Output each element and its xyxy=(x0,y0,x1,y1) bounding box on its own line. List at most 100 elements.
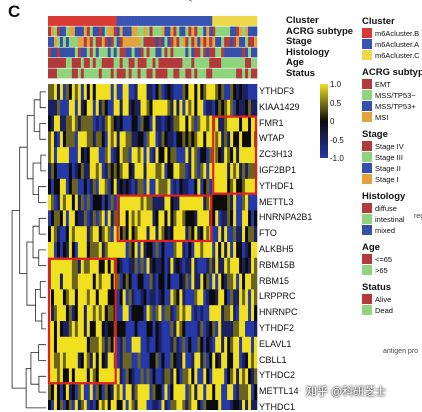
heatmap-cell xyxy=(140,84,144,101)
heatmap-cell xyxy=(251,352,255,369)
annotation-cell xyxy=(77,58,82,68)
heatmap-cell xyxy=(242,242,246,259)
heatmap-cell xyxy=(77,336,82,353)
heatmap-cell xyxy=(164,178,168,195)
annotation-cell xyxy=(110,16,114,26)
heatmap-cell xyxy=(176,384,180,401)
legend-swatch xyxy=(362,79,372,89)
heatmap-cell xyxy=(122,178,126,195)
heatmap-cell xyxy=(59,321,64,338)
heatmap-cell xyxy=(194,289,198,306)
heatmap-cell xyxy=(221,147,225,164)
heatmap-cell xyxy=(158,289,162,306)
annotation-cell xyxy=(86,37,91,47)
heatmap-cell xyxy=(80,84,85,101)
heatmap-cell xyxy=(137,368,141,385)
heatmap-cell xyxy=(179,305,183,322)
annotation-cell xyxy=(143,47,147,58)
heatmap-cell xyxy=(173,400,177,410)
heatmap-cell xyxy=(212,194,216,211)
heatmap-cell xyxy=(143,194,147,211)
heatmap-cell xyxy=(59,368,64,385)
heatmap-cell xyxy=(242,99,246,116)
heatmap-cell xyxy=(80,210,85,227)
heatmap-cell xyxy=(74,115,79,132)
gene-label: LRPPRC xyxy=(259,291,296,302)
heatmap-cell xyxy=(203,305,207,322)
heatmap-cell xyxy=(155,384,159,401)
heatmap-cell xyxy=(161,321,165,338)
annotation-cell xyxy=(191,58,195,68)
heatmap-cell xyxy=(137,384,141,401)
annotation-cell xyxy=(191,47,195,58)
annotation-cell xyxy=(128,68,132,79)
heatmap-cell xyxy=(128,400,132,410)
legend-label: MSI xyxy=(375,112,389,122)
heatmap-cell xyxy=(107,368,111,385)
heatmap-cell xyxy=(236,163,240,180)
annotation-cell xyxy=(113,58,117,68)
annotation-cell xyxy=(101,26,106,37)
annotation-cell xyxy=(170,58,174,68)
legend-title: Cluster xyxy=(362,16,395,27)
heatmap-cell xyxy=(236,368,240,385)
heatmap-cell xyxy=(191,352,195,369)
heatmap-cell xyxy=(131,163,135,180)
heatmap-cell xyxy=(164,273,168,290)
annotation-cell xyxy=(200,68,204,79)
heatmap-cell xyxy=(119,99,123,116)
heatmap-cell xyxy=(98,400,103,410)
heatmap-cell xyxy=(104,84,109,101)
heatmap-cell xyxy=(248,336,252,353)
heatmap-cell xyxy=(245,84,249,101)
annotation-cell xyxy=(158,68,162,79)
heatmap-cell xyxy=(194,336,198,353)
heatmap-cell xyxy=(239,210,243,227)
annotation-cell xyxy=(134,47,138,58)
heatmap-cell xyxy=(161,336,165,353)
heatmap-cell xyxy=(176,336,180,353)
annotation-cell xyxy=(56,47,61,58)
heatmap-cell xyxy=(68,384,73,401)
annotation-cell xyxy=(185,68,189,79)
heatmap-cell xyxy=(80,147,85,164)
annotation-label: Stage xyxy=(286,36,312,47)
annotation-cell xyxy=(128,16,132,26)
heatmap-cell xyxy=(230,305,234,322)
annotation-cell xyxy=(218,26,222,37)
heatmap-cell xyxy=(197,368,201,385)
dendrogram-branch xyxy=(39,281,46,298)
heatmap-cell xyxy=(245,305,249,322)
heatmap-cell xyxy=(98,368,103,385)
heatmap-cell xyxy=(188,384,192,401)
annotation-cell xyxy=(224,16,228,26)
heatmap-cell xyxy=(236,84,240,101)
heatmap-cell xyxy=(59,147,64,164)
heatmap-cell xyxy=(113,242,117,259)
heatmap-cell xyxy=(149,257,153,274)
annotation-cell xyxy=(95,47,100,58)
annotation-cell xyxy=(239,16,243,26)
heatmap-cell xyxy=(224,305,228,322)
heatmap-cell xyxy=(98,84,103,101)
heatmap-cell xyxy=(248,321,252,338)
annotation-cell xyxy=(209,26,213,37)
heatmap-cell xyxy=(101,384,106,401)
heatmap-cell xyxy=(191,226,195,243)
heatmap-cell xyxy=(65,321,70,338)
annotation-cell xyxy=(113,37,117,47)
annotation-cell xyxy=(83,37,88,47)
heatmap-cell xyxy=(212,400,216,410)
heatmap-cell xyxy=(107,257,111,274)
heatmap-cell xyxy=(50,99,55,116)
heatmap-cell xyxy=(161,210,165,227)
heatmap-cell xyxy=(227,305,231,322)
heatmap-cell xyxy=(125,147,129,164)
heatmap-cell xyxy=(74,163,79,180)
annotation-cell xyxy=(92,37,97,47)
heatmap-cell xyxy=(170,131,174,148)
annotation-cell xyxy=(83,68,88,79)
heatmap-cell xyxy=(176,352,180,369)
heatmap-cell xyxy=(215,368,219,385)
heatmap-cell xyxy=(218,257,222,274)
